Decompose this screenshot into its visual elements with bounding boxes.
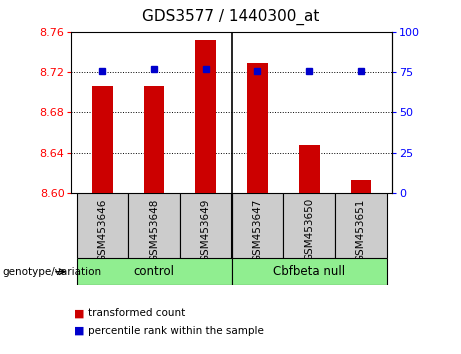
Bar [335,193,387,258]
Bar [247,63,268,193]
Text: Cbfbeta null: Cbfbeta null [273,265,345,278]
Bar [77,258,231,285]
Text: ■: ■ [74,326,84,336]
Text: GDS3577 / 1440300_at: GDS3577 / 1440300_at [142,9,319,25]
Text: percentile rank within the sample: percentile rank within the sample [88,326,264,336]
Text: GSM453650: GSM453650 [304,198,314,261]
Bar [144,86,165,193]
Bar [350,180,371,193]
Bar [128,193,180,258]
Text: GSM453647: GSM453647 [253,198,262,262]
Bar [92,86,113,193]
Bar [231,258,387,285]
Text: ■: ■ [74,308,84,318]
Text: GSM453649: GSM453649 [201,198,211,262]
Bar [195,40,216,193]
Text: GSM453651: GSM453651 [356,198,366,262]
Text: genotype/variation: genotype/variation [2,267,101,277]
Text: transformed count: transformed count [88,308,185,318]
Bar [231,193,284,258]
Text: control: control [134,265,175,278]
Text: GSM453648: GSM453648 [149,198,159,262]
Bar [284,193,335,258]
Bar [299,145,319,193]
Bar [77,193,128,258]
Text: GSM453646: GSM453646 [97,198,107,262]
Bar [180,193,231,258]
